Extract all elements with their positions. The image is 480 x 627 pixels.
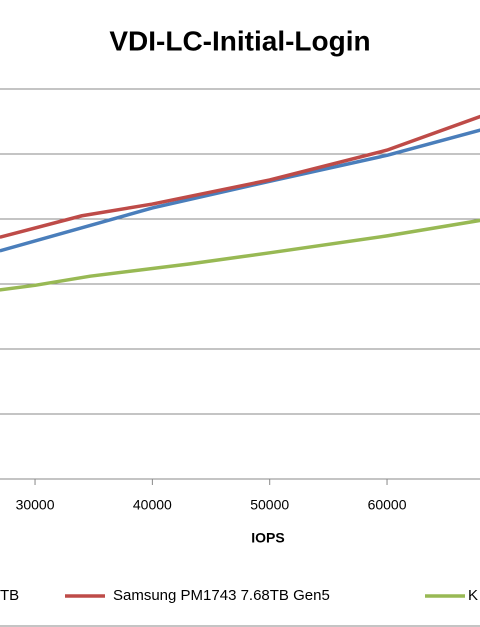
legend-label: TB	[0, 587, 19, 604]
chart-title: VDI-LC-Initial-Login	[109, 25, 370, 56]
series-line	[0, 114, 480, 239]
x-axis-title: IOPS	[251, 530, 284, 546]
legend-label: K	[468, 587, 478, 604]
series-line	[0, 218, 480, 292]
legend-label: Samsung PM1743 7.68TB Gen5	[113, 587, 330, 604]
x-tick-label: 50000	[250, 497, 289, 513]
x-tick-label: 60000	[368, 497, 407, 513]
x-tick-label: 40000	[133, 497, 172, 513]
x-tick-label: 30000	[16, 497, 55, 513]
